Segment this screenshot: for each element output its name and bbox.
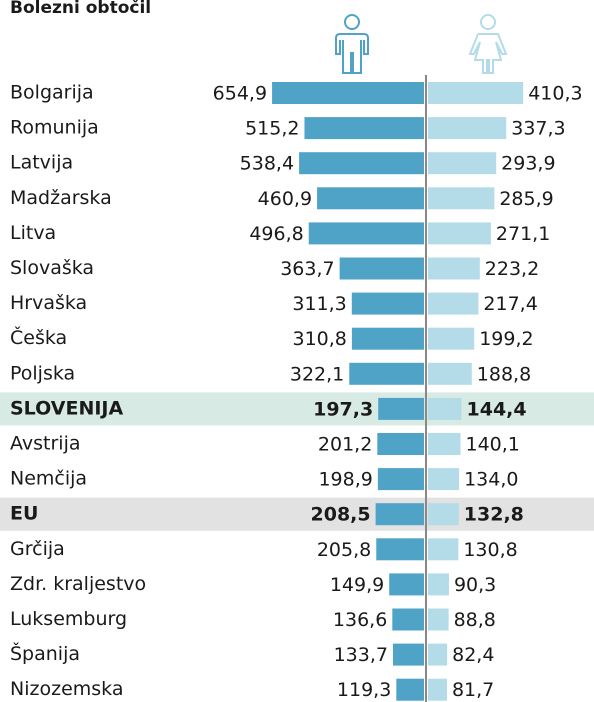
category-label: Zdr. kraljestvo (10, 573, 146, 595)
bar-male (299, 152, 424, 175)
value-label: 90,3 (454, 574, 496, 596)
row-highlight (0, 392, 594, 426)
bar-female (428, 82, 524, 104)
value-label: 205,8 (317, 539, 371, 561)
category-label: Litva (10, 222, 56, 244)
bar-male (351, 327, 424, 350)
bar-male (317, 187, 424, 210)
female-icon (468, 14, 508, 74)
value-label: 133,7 (334, 644, 388, 666)
bar-male (377, 433, 424, 455)
value-label: 188,8 (477, 363, 531, 385)
chart-title: Bolezni obtočil (10, 0, 151, 18)
bar-male (351, 292, 424, 315)
bar-female (428, 573, 449, 596)
category-label: Poljska (10, 362, 75, 384)
bar-female (428, 292, 479, 315)
bar-male (375, 503, 424, 526)
value-label: 197,3 (313, 398, 373, 420)
bar-male (389, 573, 424, 596)
value-label: 82,4 (452, 644, 494, 666)
bar-female (428, 362, 472, 385)
category-label: Hrvaška (10, 292, 87, 314)
category-label: SLOVENIJA (10, 397, 123, 419)
male-icon (335, 14, 369, 74)
value-label: 538,4 (240, 153, 294, 175)
value-label: 119,3 (337, 679, 391, 701)
value-label: 285,9 (499, 188, 553, 210)
row-backgrounds (0, 392, 594, 531)
category-label: Grčija (10, 538, 65, 560)
bar-male (396, 678, 424, 701)
bar-male (304, 117, 424, 140)
value-label: 363,7 (280, 258, 334, 280)
category-label: Madžarska (10, 187, 112, 209)
value-label: 201,2 (318, 434, 372, 456)
bar-female (428, 152, 497, 175)
category-label: Nemčija (10, 468, 87, 490)
value-label: 217,4 (483, 293, 537, 315)
value-label: 149,9 (330, 574, 384, 596)
category-label: Bolgarija (10, 82, 94, 104)
value-label: 311,3 (292, 293, 346, 315)
bar-female (428, 503, 459, 526)
value-label: 134,0 (464, 469, 518, 491)
value-label: 132,8 (464, 504, 524, 526)
value-label: 199,2 (479, 328, 533, 350)
bar-female (428, 117, 507, 140)
value-label: 208,5 (311, 504, 371, 526)
category-label: Slovaška (10, 257, 94, 279)
value-label: 223,2 (485, 258, 539, 280)
value-label: 198,9 (318, 469, 372, 491)
bar-male (377, 468, 424, 491)
bar-female (428, 538, 459, 561)
row-highlight (0, 497, 594, 531)
value-label: 293,9 (501, 153, 555, 175)
value-label: 654,9 (213, 83, 267, 105)
bar-female (428, 397, 462, 420)
value-label: 496,8 (249, 223, 303, 245)
category-label: Luksemburg (10, 608, 127, 630)
bar-male (272, 82, 424, 104)
category-label: EU (10, 503, 38, 525)
category-label: Avstrija (10, 433, 81, 455)
category-label: Nizozemska (10, 678, 123, 700)
value-label: 337,3 (511, 118, 565, 140)
category-label: Latvija (10, 152, 73, 174)
bar-female (428, 327, 475, 350)
value-label: 88,8 (454, 609, 496, 631)
bar-male (308, 222, 424, 245)
category-label: Španija (10, 641, 80, 665)
value-label: 410,3 (528, 83, 582, 105)
bar-female (428, 257, 480, 280)
bar-male (376, 538, 424, 561)
category-label: Češka (10, 325, 67, 349)
bar-female (428, 678, 447, 701)
bar-male (339, 257, 424, 280)
value-label: 136,6 (333, 609, 387, 631)
value-label: 140,1 (466, 434, 520, 456)
value-label: 144,4 (467, 398, 527, 420)
value-label: 310,8 (292, 328, 346, 350)
bar-male (349, 362, 424, 385)
bar-female (428, 433, 461, 455)
bar-male (392, 643, 424, 666)
bar-female (428, 643, 448, 666)
bar-female (428, 608, 449, 631)
bar-male (392, 608, 424, 631)
value-label: 460,9 (258, 188, 312, 210)
bar-male (378, 397, 424, 420)
value-label: 271,1 (496, 223, 550, 245)
bar-female (428, 187, 495, 210)
value-label: 322,1 (290, 363, 344, 385)
value-label: 81,7 (452, 679, 494, 701)
value-label: 515,2 (245, 118, 299, 140)
bar-female (428, 222, 491, 245)
category-label: Romunija (10, 117, 99, 139)
bar-female (428, 468, 460, 491)
value-label: 130,8 (463, 539, 517, 561)
